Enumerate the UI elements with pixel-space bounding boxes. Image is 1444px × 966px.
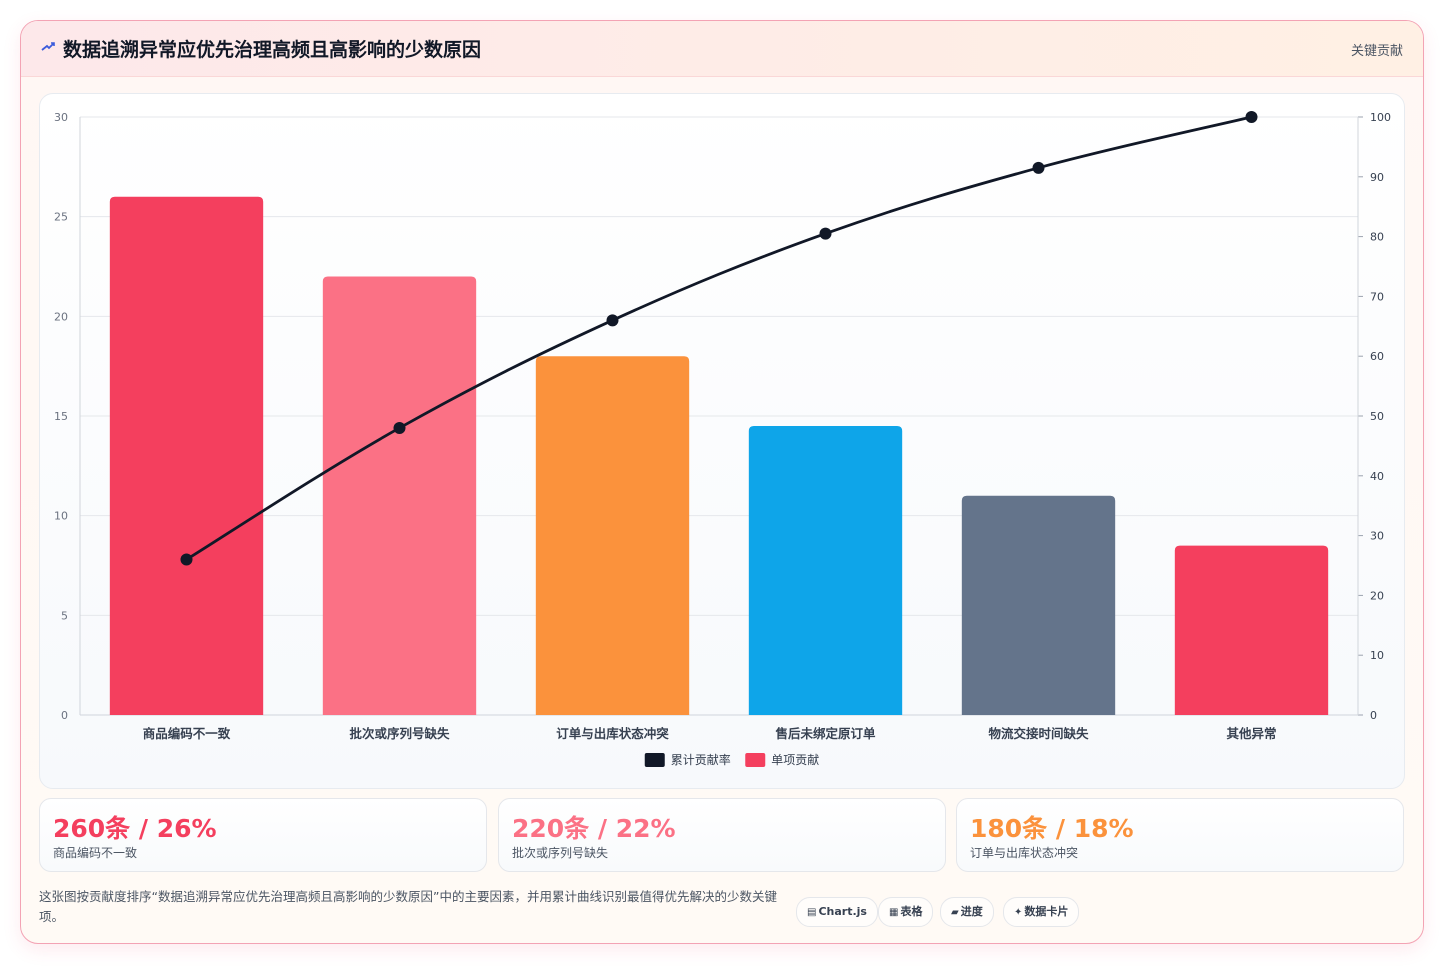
- y-right-tick-label: 90: [1370, 171, 1384, 184]
- progress-icon: ▰: [951, 907, 959, 918]
- y-right-tick-label: 30: [1370, 530, 1384, 543]
- y-left-tick-label: 10: [54, 510, 68, 523]
- page-title: 数据追溯异常应优先治理高频且高影响的少数原因: [63, 39, 482, 61]
- line-point: [393, 421, 406, 434]
- stat-card-1: 260条 / 26% 商品编码不一致: [39, 798, 487, 872]
- y-right-tick-label: 50: [1370, 410, 1384, 423]
- table-icon: ▦: [889, 907, 899, 918]
- y-right-tick-label: 70: [1370, 290, 1384, 303]
- y-left-tick-label: 30: [54, 111, 68, 124]
- chart-icon: ▤: [807, 907, 817, 918]
- pill-label: Chart.js: [818, 905, 867, 918]
- pill-label: 进度: [960, 905, 983, 918]
- pill-label: 数据卡片: [1024, 905, 1069, 918]
- y-right-tick-label: 100: [1370, 111, 1391, 124]
- legend-label: 单项贡献: [771, 752, 819, 767]
- header-tag: 关键贡献: [1350, 44, 1403, 59]
- line-point: [1245, 111, 1258, 123]
- stat-value: 260条 / 26%: [53, 814, 217, 843]
- stat-label: 商品编码不一致: [53, 846, 138, 860]
- y-right-tick-label: 20: [1370, 589, 1384, 602]
- sparkle-icon: ✦: [1014, 907, 1023, 918]
- stat-card-3: 180条 / 18% 订单与出库状态冲突: [956, 798, 1404, 872]
- y-right-tick-label: 80: [1370, 231, 1384, 244]
- y-left-tick-label: 0: [61, 709, 68, 722]
- legend-swatch: [644, 753, 665, 767]
- stat-label: 订单与出库状态冲突: [970, 846, 1079, 860]
- x-tick-label: 订单与出库状态冲突: [556, 726, 669, 741]
- y-right-tick-label: 0: [1370, 709, 1377, 722]
- card-header: 数据追溯异常应优先治理高频且高影响的少数原因 关键贡献: [21, 21, 1423, 77]
- stat-card-2: 220条 / 22% 批次或序列号缺失: [498, 798, 946, 872]
- bar: [1174, 545, 1329, 715]
- pill-label: 表格: [900, 905, 923, 918]
- stat-value: 180条 / 18%: [970, 814, 1134, 843]
- pill-chartjs[interactable]: ▤ Chart.js: [796, 897, 878, 927]
- bar: [748, 425, 903, 715]
- y-left-tick-label: 5: [61, 609, 68, 622]
- y-left-tick-label: 15: [54, 410, 68, 423]
- y-right-tick-label: 40: [1370, 470, 1384, 483]
- y-left-tick-label: 25: [54, 211, 68, 224]
- y-right-tick-label: 60: [1370, 350, 1384, 363]
- report-card: 数据追溯异常应优先治理高频且高影响的少数原因 关键贡献 0 5 10 15 20 25 30…: [20, 20, 1424, 944]
- x-tick-label: 批次或序列号缺失: [349, 726, 450, 741]
- pill-progress[interactable]: ▰ 进度: [940, 897, 994, 927]
- x-tick-label: 商品编码不一致: [143, 726, 231, 741]
- line-point: [1032, 161, 1045, 174]
- pill-table[interactable]: ▦ 表格: [878, 897, 934, 927]
- x-tick-label: 售后未绑定原订单: [775, 726, 876, 741]
- bar: [961, 495, 1116, 715]
- legend-label: 累计贡献率: [671, 752, 731, 767]
- chart-panel: 0 5 10 15 20 25 30 0 10 20 30 40 50 60 70 80 90 100 商品编码不一…: [39, 93, 1405, 789]
- chart-description: 这张图按贡献度排序“数据追溯异常应优先治理高频且高影响的少数原因”中的主要因素，…: [39, 889, 777, 924]
- bar: [109, 196, 264, 715]
- cumulative-line: [185, 115, 1252, 561]
- legend-swatch: [745, 753, 766, 767]
- y-right-tick-label: 10: [1370, 649, 1384, 662]
- line-point: [180, 553, 193, 566]
- bar: [535, 356, 690, 715]
- line-point: [606, 314, 619, 327]
- pill-data-card[interactable]: ✦ 数据卡片: [1003, 897, 1080, 927]
- stat-value: 220条 / 22%: [512, 814, 676, 843]
- x-tick-label: 其他异常: [1226, 726, 1276, 741]
- trend-icon: [41, 42, 55, 51]
- bar: [322, 276, 477, 715]
- y-left-tick-label: 20: [54, 310, 68, 323]
- pareto-chart: 0 5 10 15 20 25 30 0 10 20 30 40 50 60 70 80 90 100 商品编码不一…: [54, 111, 1391, 767]
- line-point: [819, 227, 832, 240]
- stat-label: 批次或序列号缺失: [512, 846, 609, 860]
- x-tick-label: 物流交接时间缺失: [988, 726, 1089, 741]
